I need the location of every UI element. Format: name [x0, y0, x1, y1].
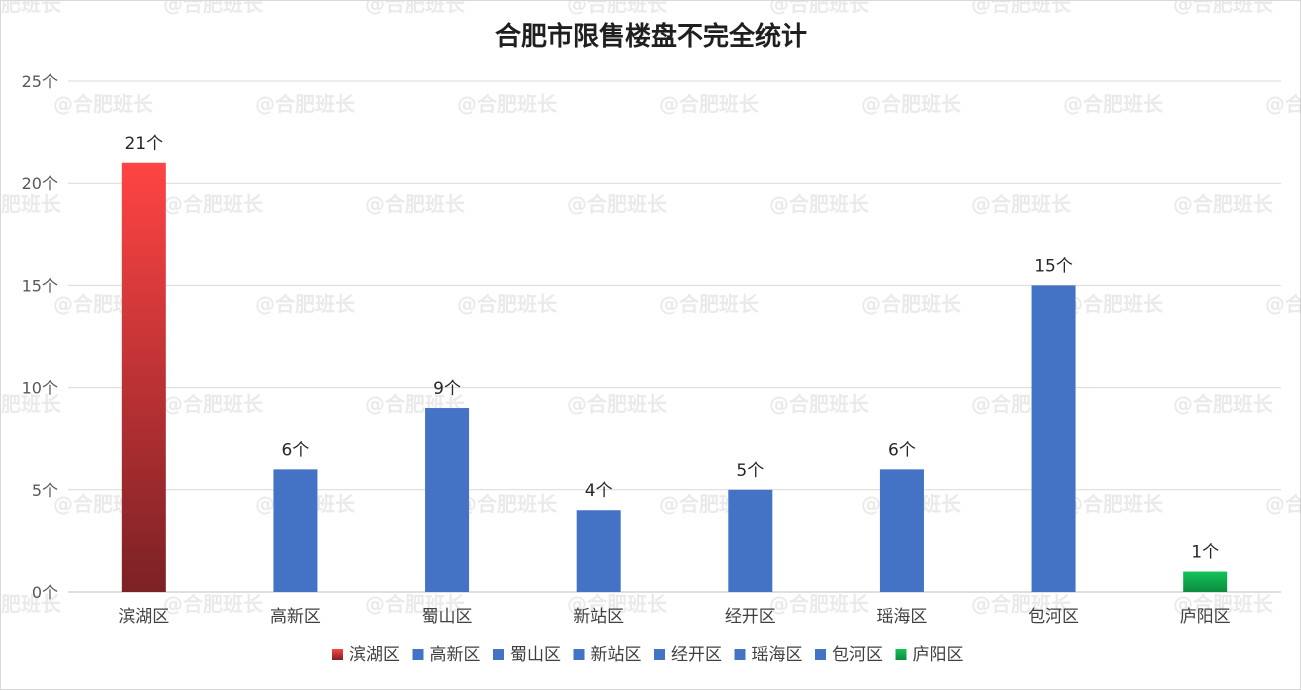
- legend-label: 经开区: [671, 645, 722, 665]
- legend-label: 新站区: [591, 645, 642, 665]
- watermark-text: @合肥班长: [567, 1, 668, 16]
- bar-蜀山区: [425, 408, 470, 592]
- watermark-text: @合肥班长: [567, 592, 668, 616]
- data-label: 1个: [1191, 543, 1219, 563]
- legend-swatch: [895, 649, 907, 660]
- x-tick-label: 滨湖区: [118, 607, 169, 627]
- data-label: 21个: [124, 134, 163, 154]
- watermark-text: @合肥班长: [255, 92, 356, 116]
- legend-label: 包河区: [832, 645, 883, 665]
- watermark-text: @合肥班长: [861, 92, 962, 116]
- y-tick-label: 15个: [22, 276, 58, 295]
- legend-label: 庐阳区: [913, 645, 964, 665]
- legend-swatch: [573, 649, 585, 660]
- watermark-text: @合肥班长: [163, 192, 264, 216]
- watermark-text: @合肥班长: [1, 192, 62, 216]
- watermark-text: @合肥班长: [567, 192, 668, 216]
- watermark-text: @合肥班长: [1173, 392, 1274, 416]
- y-tick-label: 10个: [22, 379, 58, 398]
- data-label: 6个: [282, 440, 310, 460]
- watermark-text: @合肥班长: [769, 1, 870, 16]
- data-label: 6个: [888, 440, 916, 460]
- watermark-text: @合肥班长: [1, 392, 62, 416]
- watermark-text: @合肥班长: [1265, 92, 1301, 116]
- bar-经开区: [728, 489, 773, 592]
- watermark-text: @合肥班长: [769, 592, 870, 616]
- legend-label: 滨湖区: [349, 645, 400, 665]
- bar-滨湖区: [121, 162, 166, 592]
- legend-swatch: [493, 649, 504, 660]
- legend-swatch: [734, 649, 746, 660]
- watermark-text: @合肥班长: [659, 292, 760, 316]
- watermark-text: @合肥班长: [1173, 192, 1274, 216]
- x-axis-categories: 滨湖区 高新区 蜀山区 新站区 经开区 瑶海区 包河区 庐阳区: [118, 607, 1230, 627]
- watermark-text: @合肥班长: [163, 392, 264, 416]
- watermark-text: @合肥班长: [861, 292, 962, 316]
- y-tick-label: 25个: [22, 72, 58, 91]
- watermark-text: @合肥班长: [567, 392, 668, 416]
- watermark-text: @合肥班长: [1063, 492, 1164, 516]
- watermark-text: @合肥班长: [1173, 592, 1274, 616]
- x-tick-label: 高新区: [270, 607, 321, 627]
- legend-label: 瑶海区: [752, 645, 803, 665]
- watermark-text: @合肥班长: [365, 1, 466, 16]
- chart-title: 合肥市限售楼盘不完全统计: [495, 21, 807, 52]
- x-tick-label: 蜀山区: [422, 607, 473, 627]
- x-tick-label: 新站区: [573, 607, 624, 627]
- data-label: 5个: [736, 461, 764, 481]
- watermark-text: @合肥班长: [971, 192, 1072, 216]
- x-tick-label: 包河区: [1028, 607, 1079, 627]
- bar-新站区: [576, 510, 621, 592]
- bar-高新区: [273, 469, 318, 592]
- y-tick-label: 0个: [32, 583, 58, 602]
- y-axis-ticks: 0个 5个 10个 15个 20个 25个: [22, 72, 58, 602]
- watermark-text: @合肥班长: [1265, 492, 1301, 516]
- watermark-layer: @合肥班长 @合肥班长 @合肥班长 @合肥班长 @合肥班长 @合肥班长 @合肥班长 @合肥班长…: [1, 1, 1301, 616]
- watermark-text: @合肥班长: [255, 292, 356, 316]
- x-tick-label: 庐阳区: [1180, 607, 1231, 627]
- bar-包河区: [1031, 285, 1076, 592]
- watermark-text: @合肥班长: [1, 592, 62, 616]
- y-tick-label: 5个: [32, 481, 58, 500]
- watermark-text: @合肥班长: [769, 192, 870, 216]
- watermark-text: @合肥班长: [457, 292, 558, 316]
- gridlines: [68, 80, 1281, 593]
- data-labels: 21个 6个 9个 4个 5个 6个 15个 1个: [124, 134, 1219, 563]
- legend-label: 高新区: [430, 645, 481, 665]
- watermark-text: @合肥班长: [1265, 292, 1301, 316]
- watermark-text: @合肥班长: [163, 1, 264, 16]
- watermark-text: @合肥班长: [769, 392, 870, 416]
- x-tick-label: 瑶海区: [876, 607, 927, 627]
- watermark-text: @合肥班长: [1063, 92, 1164, 116]
- data-label: 9个: [433, 379, 461, 399]
- watermark-text: @合肥班长: [53, 92, 154, 116]
- watermark-text: @合肥班长: [659, 92, 760, 116]
- watermark-text: @合肥班长: [1063, 292, 1164, 316]
- bar-瑶海区: [879, 469, 924, 592]
- bars: [121, 162, 1228, 592]
- watermark-text: @合肥班长: [971, 1, 1072, 16]
- y-tick-label: 20个: [22, 174, 58, 193]
- watermark-text: @合肥班长: [365, 592, 466, 616]
- watermark-text: @合肥班长: [457, 92, 558, 116]
- legend: 滨湖区 高新区 蜀山区 新站区 经开区 瑶海区 包河区 庐阳区: [332, 645, 964, 665]
- x-tick-label: 经开区: [725, 607, 776, 627]
- data-label: 4个: [585, 481, 613, 501]
- watermark-text: @合肥班长: [457, 492, 558, 516]
- watermark-text: @合肥班长: [1173, 1, 1274, 16]
- bar-庐阳区: [1183, 571, 1228, 592]
- legend-swatch: [412, 649, 424, 660]
- legend-label: 蜀山区: [510, 645, 561, 665]
- watermark-text: @合肥班长: [971, 592, 1072, 616]
- legend-swatch: [332, 649, 343, 660]
- legend-swatch: [654, 649, 665, 660]
- data-label: 15个: [1034, 256, 1073, 276]
- watermark-text: @合肥班长: [365, 192, 466, 216]
- watermark-text: @合肥班长: [163, 592, 264, 616]
- legend-swatch: [815, 649, 826, 660]
- watermark-text: @合肥班长: [1, 1, 62, 16]
